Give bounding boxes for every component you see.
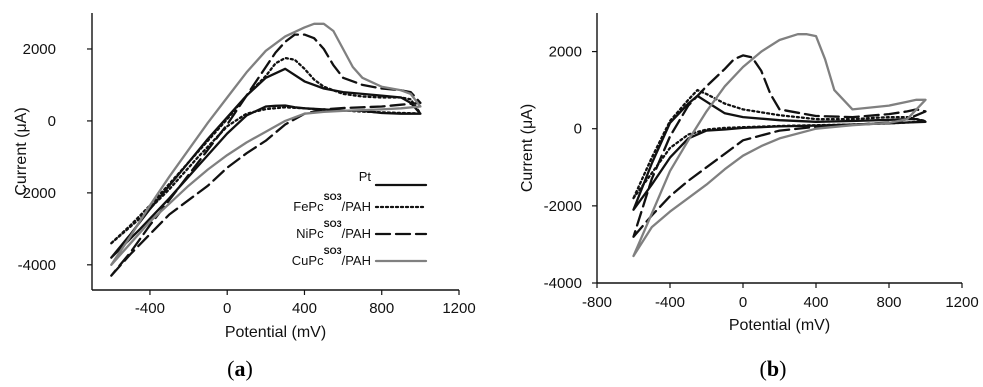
x-tick-label: 800 xyxy=(876,294,901,311)
series-line-curve-3 xyxy=(632,54,927,238)
y-tick-label: 2000 xyxy=(23,41,56,58)
legend-name: FePc xyxy=(293,199,324,214)
legend-label: CuPcSO3/PAH xyxy=(292,246,371,268)
caption-close: ) xyxy=(246,356,253,381)
legend-suffix: /PAH xyxy=(342,199,371,214)
x-tick-label: 0 xyxy=(739,294,747,311)
legend-label: Pt xyxy=(359,169,372,184)
x-tick-label: -400 xyxy=(135,300,165,317)
x-tick-label: -800 xyxy=(582,294,612,311)
y-tick-label: 0 xyxy=(48,113,56,130)
y-tick-label: -4000 xyxy=(544,275,582,292)
chart-panel-a: -400 0 400 800 1200-4000-200002000Potential … xyxy=(13,13,476,381)
y-tick-label: -4000 xyxy=(18,257,56,274)
series-line-curve-4 xyxy=(632,33,927,258)
y-tick-label: -2000 xyxy=(544,198,582,215)
legend-superscript: SO3 xyxy=(324,246,342,256)
legend-superscript: SO3 xyxy=(324,192,342,202)
caption-letter: a xyxy=(235,356,246,381)
legend-label: FePcSO3/PAH xyxy=(293,192,371,214)
y-tick-label: 0 xyxy=(574,121,582,138)
x-axis-label: Potential (mV) xyxy=(225,324,326,341)
x-tick-label: 0 xyxy=(223,300,231,317)
x-axis-label: Potential (mV) xyxy=(729,317,830,334)
caption-close: ) xyxy=(779,356,786,381)
chart-panel-b: -800 -400 0 400 800 1200-4000-200002000Potent… xyxy=(519,13,979,381)
caption-open: ( xyxy=(760,356,767,381)
y-axis-label: Current (μA) xyxy=(519,104,536,192)
legend-name: CuPc xyxy=(292,253,324,268)
x-tick-label: 1200 xyxy=(442,300,475,317)
x-tick-label: 800 xyxy=(369,300,394,317)
panel-caption: (a) xyxy=(227,356,253,381)
series-line-cupc xyxy=(110,22,422,266)
x-tick-label: 400 xyxy=(292,300,317,317)
legend-suffix: /PAH xyxy=(342,253,371,268)
x-tick-label: 1200 xyxy=(945,294,978,311)
legend-superscript: SO3 xyxy=(324,219,342,229)
caption-letter: b xyxy=(767,356,779,381)
legend-suffix: /PAH xyxy=(342,226,371,241)
series-line-fepc xyxy=(110,56,422,245)
series-line-nipc xyxy=(110,33,422,277)
legend-name: NiPc xyxy=(296,226,324,241)
caption-open: ( xyxy=(227,356,234,381)
legend-name: Pt xyxy=(359,169,372,184)
legend-label: NiPcSO3/PAH xyxy=(296,219,371,241)
x-tick-label: 400 xyxy=(803,294,828,311)
y-tick-label: -2000 xyxy=(18,185,56,202)
panel-caption: (b) xyxy=(760,356,787,381)
y-axis-label: Current (μA) xyxy=(13,107,30,195)
y-tick-label: 2000 xyxy=(549,44,582,61)
x-tick-label: -400 xyxy=(655,294,685,311)
